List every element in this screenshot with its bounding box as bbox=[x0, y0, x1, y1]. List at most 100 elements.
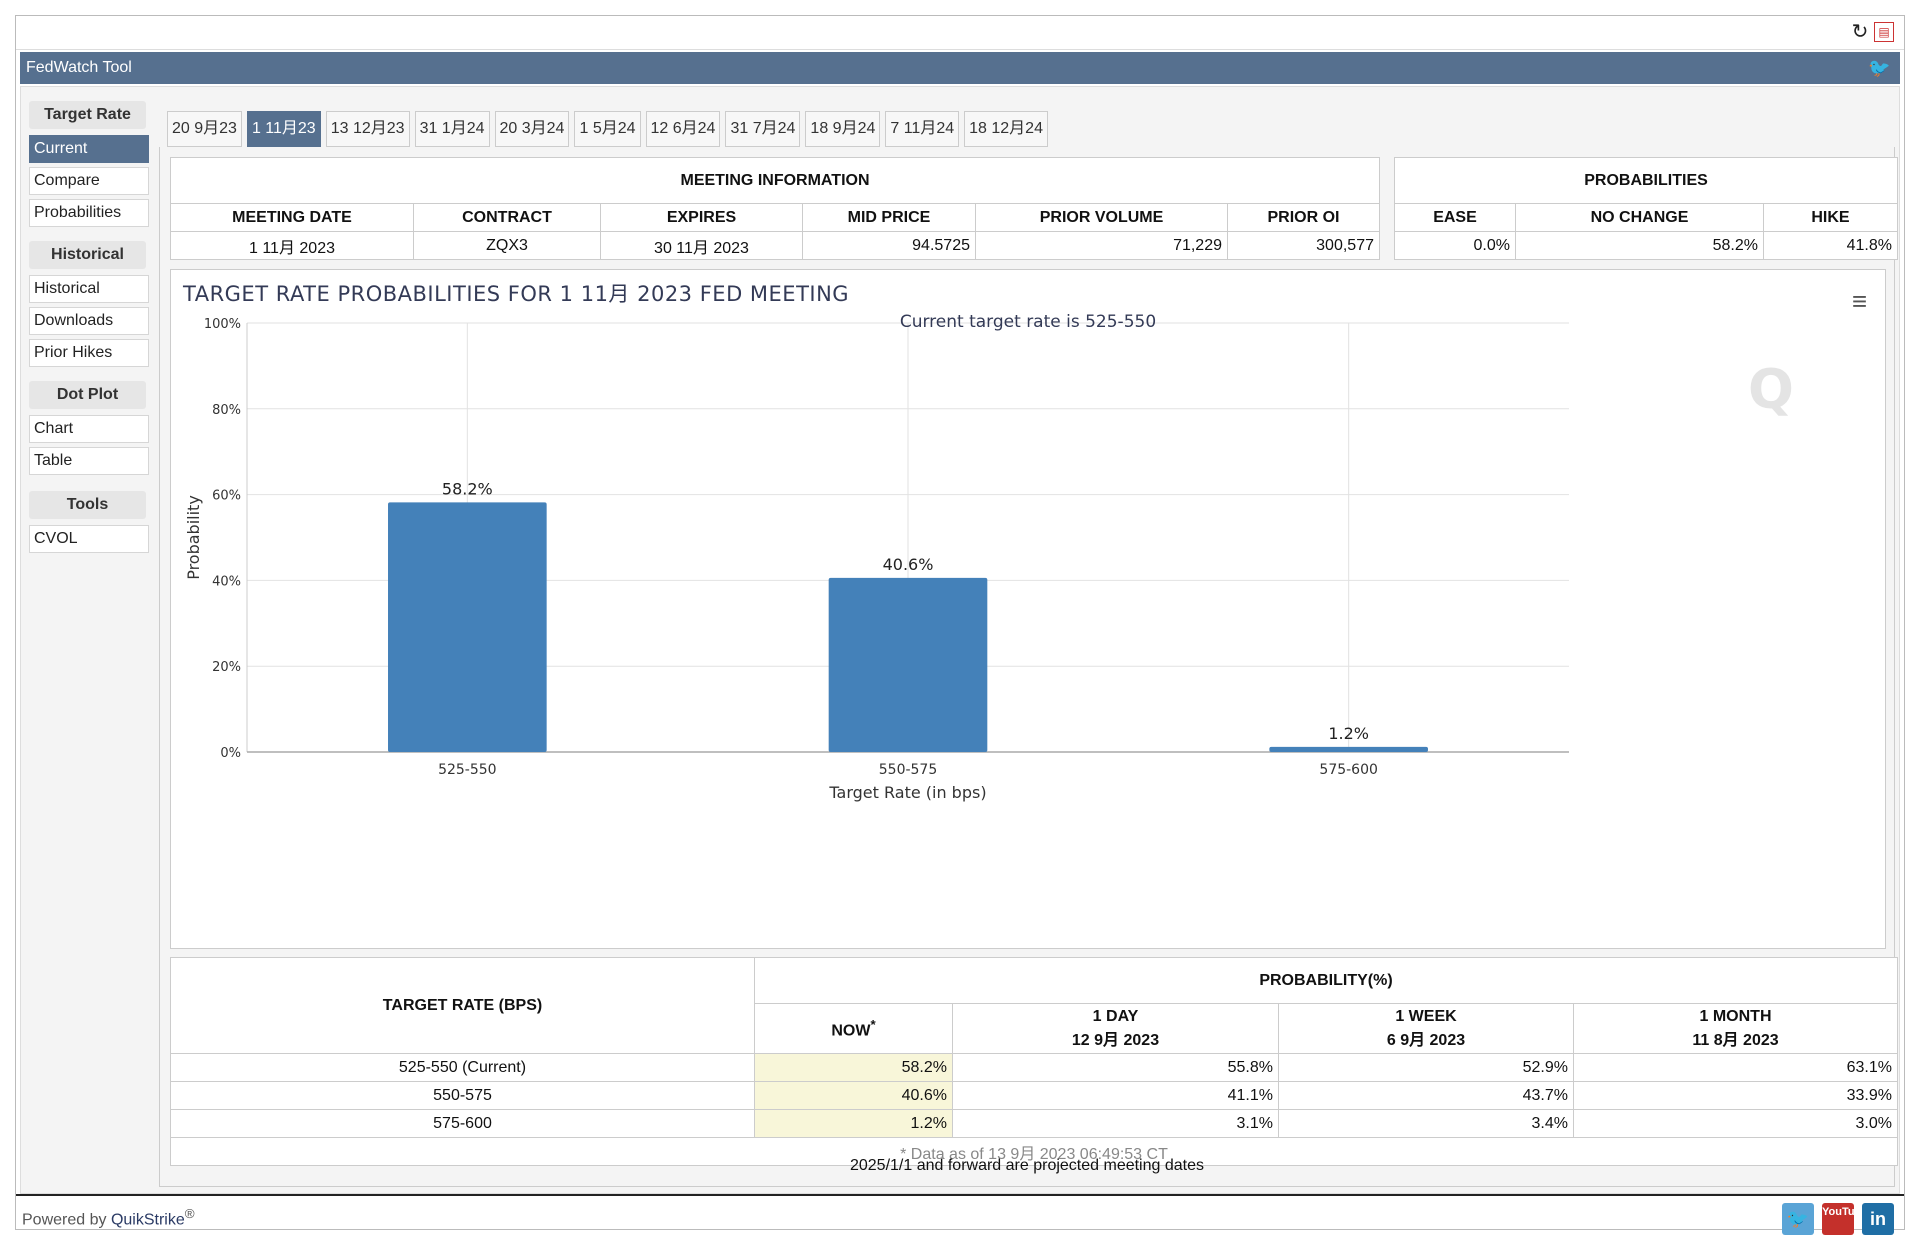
table-row: 550-575 40.6% 41.1% 43.7% 33.9% bbox=[170, 1081, 1898, 1110]
probabilities-title: PROBABILITIES bbox=[1394, 157, 1898, 204]
tab-meeting[interactable]: 20 3月24 bbox=[494, 111, 570, 147]
linkedin-icon[interactable]: in bbox=[1862, 1203, 1894, 1235]
col-1-day: 1 DAY 12 9月 2023 bbox=[952, 1003, 1279, 1054]
month-cell: 3.0% bbox=[1573, 1109, 1898, 1138]
col-expires: EXPIRES bbox=[600, 203, 803, 232]
quikstrike-link[interactable]: QuikStrike bbox=[110, 1211, 185, 1229]
col-now-label: NOW bbox=[831, 1022, 871, 1040]
tab-meeting[interactable]: 13 12月23 bbox=[325, 111, 410, 147]
col-ease: EASE bbox=[1394, 203, 1516, 232]
sidebar-item-probabilities[interactable]: Probabilities bbox=[29, 199, 149, 227]
meeting-tabs: 20 9月23 1 11月23 13 12月23 31 1月24 20 3月24… bbox=[167, 111, 1053, 147]
probability-header: PROBABILITY(%) bbox=[754, 957, 1898, 1004]
bar-575-600 bbox=[1269, 746, 1428, 752]
y-tick-label: 0% bbox=[220, 746, 241, 761]
bar-data-label: 40.6% bbox=[883, 555, 934, 574]
sidebar-item-current[interactable]: Current bbox=[29, 135, 149, 163]
week-cell: 43.7% bbox=[1278, 1081, 1574, 1110]
refresh-icon[interactable]: ↻ bbox=[1851, 21, 1869, 43]
y-tick-label: 40% bbox=[212, 574, 241, 589]
powered-by-prefix: Powered by bbox=[22, 1211, 107, 1229]
meeting-date-value: 1 11月 2023 bbox=[170, 231, 414, 260]
col-now: NOW* bbox=[754, 1003, 953, 1054]
y-tick-label: 20% bbox=[212, 660, 241, 675]
tab-meeting[interactable]: 18 9月24 bbox=[805, 111, 881, 147]
col-prior-volume: PRIOR VOLUME bbox=[975, 203, 1228, 232]
col-hike: HIKE bbox=[1763, 203, 1898, 232]
content-area: Target Rate Current Compare Probabilitie… bbox=[20, 86, 1900, 1194]
tab-meeting[interactable]: 20 9月23 bbox=[167, 111, 242, 147]
bar-data-label: 1.2% bbox=[1328, 724, 1369, 743]
chart-subtitle: Current target rate is 525-550 bbox=[899, 312, 1157, 332]
main-panel: 20 9月23 1 11月23 13 12月23 31 1月24 20 3月24… bbox=[149, 87, 1898, 1193]
probability-table: TARGET RATE (BPS) PROBABILITY(%) NOW* 1 … bbox=[170, 957, 1898, 1166]
sidebar-item-cvol[interactable]: CVOL bbox=[29, 525, 149, 553]
tab-meeting[interactable]: 18 12月24 bbox=[964, 111, 1048, 147]
tab-meeting[interactable]: 12 6月24 bbox=[645, 111, 721, 147]
expires-value: 30 11月 2023 bbox=[600, 231, 803, 260]
month-cell: 63.1% bbox=[1573, 1053, 1898, 1082]
tab-meeting[interactable]: 7 11月24 bbox=[885, 111, 960, 147]
now-cell: 58.2% bbox=[754, 1053, 953, 1082]
col-1-week-date: 6 9月 2023 bbox=[1386, 1031, 1466, 1049]
x-tick-label: 575-600 bbox=[1319, 762, 1378, 778]
mid-price-value: 94.5725 bbox=[802, 231, 976, 260]
no-change-value: 58.2% bbox=[1515, 231, 1764, 260]
tab-meeting[interactable]: 31 1月24 bbox=[414, 111, 490, 147]
rate-cell: 525-550 (Current) bbox=[170, 1053, 755, 1082]
footer: Powered by QuikStrike® 🐦 YouTube in bbox=[16, 1194, 1904, 1235]
rate-cell: 575-600 bbox=[170, 1109, 755, 1138]
probability-bar-chart: 0% 20% 40% 60% 80% 100% 58.2% 525-550 40.6% 550-5… bbox=[184, 317, 1794, 802]
pdf-icon[interactable]: ▤ bbox=[1874, 22, 1894, 42]
table-row: 525-550 (Current) 58.2% 55.8% 52.9% 63.1… bbox=[170, 1053, 1898, 1082]
sidebar-item-downloads[interactable]: Downloads bbox=[29, 307, 149, 335]
chart-title: TARGET RATE PROBABILITIES FOR 1 11月 2023… bbox=[183, 282, 850, 306]
day-cell: 41.1% bbox=[952, 1081, 1279, 1110]
col-no-change: NO CHANGE bbox=[1515, 203, 1764, 232]
powered-by: Powered by QuikStrike® bbox=[22, 1206, 195, 1229]
tab-meeting[interactable]: 1 5月24 bbox=[574, 111, 641, 147]
bar-550-575 bbox=[828, 577, 988, 752]
prior-oi-value: 300,577 bbox=[1227, 231, 1380, 260]
col-prior-oi: PRIOR OI bbox=[1227, 203, 1380, 232]
day-cell: 55.8% bbox=[952, 1053, 1279, 1082]
sidebar-item-historical[interactable]: Historical bbox=[29, 275, 149, 303]
sidebar-header-tools: Tools bbox=[29, 491, 146, 519]
x-tick-label: 550-575 bbox=[879, 762, 938, 778]
sidebar-item-chart[interactable]: Chart bbox=[29, 415, 149, 443]
tab-meeting-active[interactable]: 1 11月23 bbox=[246, 111, 321, 147]
chart-container: 0% 20% 40% 60% 80% 100% 58.2% 525-550 40.6% 550-5… bbox=[170, 269, 1886, 949]
watermark-logo: Q bbox=[1748, 358, 1794, 421]
bar-525-550 bbox=[388, 502, 547, 752]
col-1-month: 1 MONTH 11 8月 2023 bbox=[1573, 1003, 1898, 1054]
week-cell: 52.9% bbox=[1278, 1053, 1574, 1082]
bar-data-label: 58.2% bbox=[442, 479, 493, 498]
twitter-icon[interactable]: 🐦 bbox=[1782, 1203, 1814, 1235]
sidebar-item-prior-hikes[interactable]: Prior Hikes bbox=[29, 339, 149, 367]
tab-meeting[interactable]: 31 7月24 bbox=[725, 111, 801, 147]
rate-cell: 550-575 bbox=[170, 1081, 755, 1110]
sidebar-header-dot-plot: Dot Plot bbox=[29, 381, 146, 409]
col-1-day-date: 12 9月 2023 bbox=[1071, 1031, 1160, 1049]
meeting-info-table: MEETING INFORMATION MEETING DATE CONTRAC… bbox=[170, 157, 1380, 260]
y-tick-label: 80% bbox=[212, 403, 241, 418]
y-tick-label: 60% bbox=[212, 489, 241, 504]
sidebar-item-table[interactable]: Table bbox=[29, 447, 149, 475]
registered-mark: ® bbox=[184, 1206, 195, 1221]
table-row: 575-600 1.2% 3.1% 3.4% 3.0% bbox=[170, 1109, 1898, 1138]
day-cell: 3.1% bbox=[952, 1109, 1279, 1138]
x-axis-title: Target Rate (in bps) bbox=[828, 783, 986, 802]
now-asterisk: * bbox=[870, 1016, 876, 1032]
col-1-week: 1 WEEK 6 9月 2023 bbox=[1278, 1003, 1574, 1054]
y-axis-title: Probability bbox=[184, 495, 203, 580]
twitter-icon[interactable]: 🐦 bbox=[1868, 58, 1891, 78]
col-1-day-label: 1 DAY bbox=[1092, 1007, 1139, 1025]
menu-icon[interactable]: ≡ bbox=[1851, 286, 1867, 316]
sidebar-item-compare[interactable]: Compare bbox=[29, 167, 149, 195]
app-title: FedWatch Tool bbox=[26, 59, 132, 76]
fedwatch-frame: ↻ ▤ FedWatch Tool 🐦 Target Rate Current … bbox=[15, 15, 1905, 1235]
sidebar-header-historical: Historical bbox=[29, 241, 146, 269]
x-tick-label: 525-550 bbox=[438, 762, 497, 778]
col-1-month-date: 11 8月 2023 bbox=[1692, 1031, 1779, 1049]
youtube-icon[interactable]: YouTube bbox=[1822, 1203, 1867, 1235]
